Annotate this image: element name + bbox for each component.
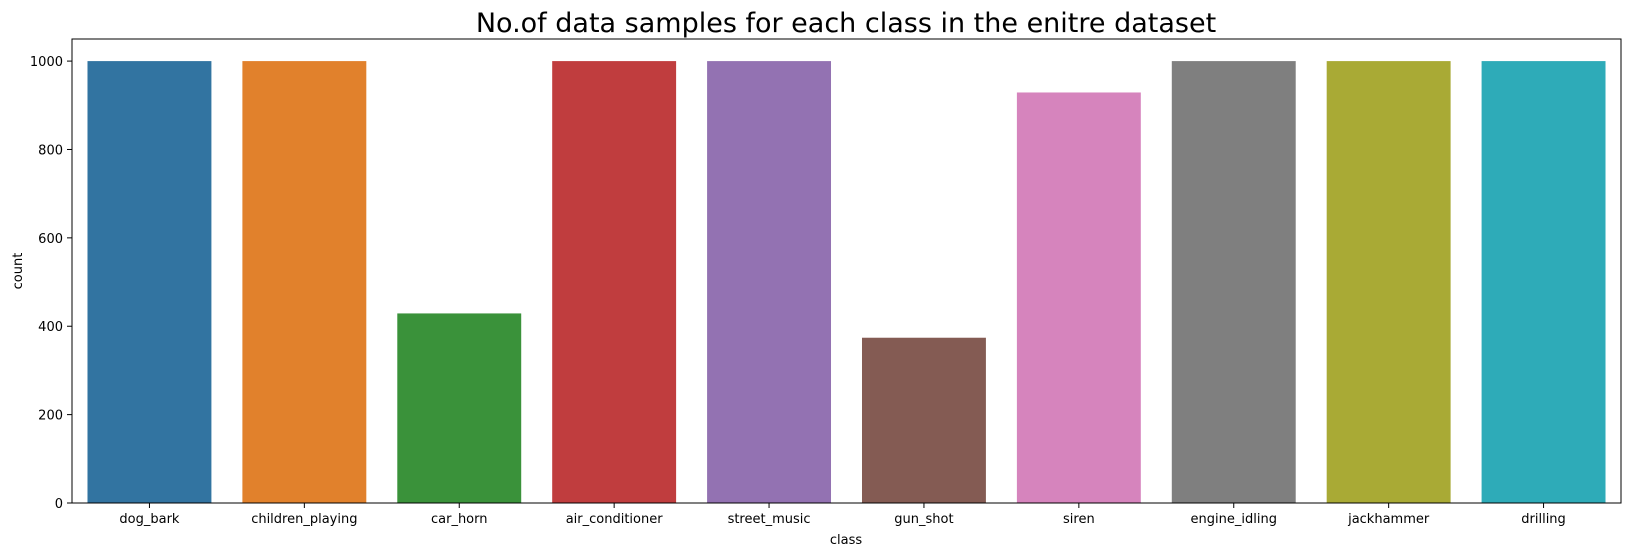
- bar-children_playing: [242, 61, 367, 503]
- x-tick-label: gun_shot: [894, 512, 953, 527]
- bar-engine_idling: [1171, 61, 1296, 503]
- bar-street_music: [707, 61, 832, 503]
- y-tick-label: 0: [55, 497, 63, 512]
- chart-title: No.of data samples for each class in the…: [476, 8, 1216, 39]
- y-tick-label: 600: [38, 232, 63, 247]
- x-tick-label: children_playing: [251, 512, 357, 527]
- bar-air_conditioner: [552, 61, 677, 503]
- bar-drilling: [1481, 61, 1606, 503]
- bar-car_horn: [397, 313, 522, 503]
- y-axis-label: count: [11, 253, 26, 290]
- bar-jackhammer: [1326, 61, 1451, 503]
- y-tick-label: 800: [38, 143, 63, 158]
- x-tick-label: air_conditioner: [566, 512, 664, 527]
- y-tick-label: 400: [38, 320, 63, 335]
- bar-dog_bark: [87, 61, 212, 503]
- plot-frame: [71, 38, 1622, 504]
- x-tick-label: car_horn: [431, 512, 488, 527]
- bars-group: [87, 61, 1606, 504]
- bar-siren: [1016, 92, 1141, 504]
- y-tick-label: 1000: [30, 55, 63, 70]
- x-axis: dog_bark children_playing car_horn air_cond…: [119, 503, 1566, 527]
- x-tick-label: street_music: [728, 512, 811, 527]
- x-tick-label: jackhammer: [1347, 512, 1430, 527]
- x-tick-label: dog_bark: [119, 512, 180, 527]
- y-tick-label: 200: [38, 409, 63, 424]
- x-axis-label: class: [830, 533, 862, 548]
- x-tick-label: engine_idling: [1191, 512, 1277, 527]
- x-tick-label: drilling: [1521, 512, 1566, 527]
- x-tick-label: siren: [1063, 512, 1095, 527]
- bar-gun_shot: [861, 337, 986, 503]
- y-axis: 0 200 400 600 800 1000: [30, 55, 72, 512]
